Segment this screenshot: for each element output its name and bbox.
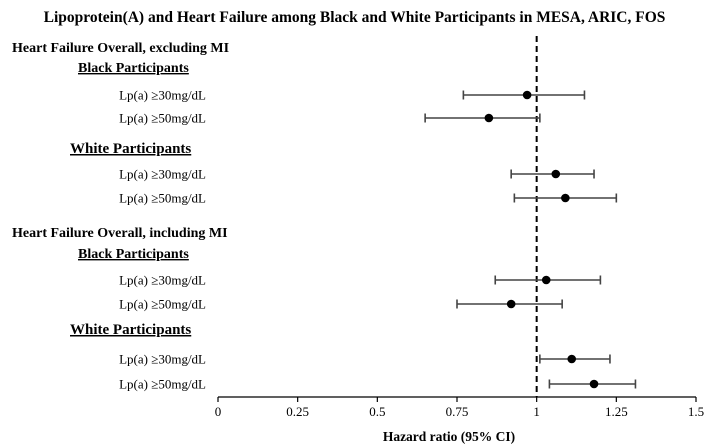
row-label: Lp(a) ≥30mg/dL [119,88,206,103]
row-label: Lp(a) ≥50mg/dL [119,297,206,312]
hr-point [551,169,561,179]
x-tick-label: 0.25 [286,404,309,419]
hr-point [506,299,516,309]
x-tick-label: 0 [215,404,222,419]
x-tick-label: 1 [533,404,540,419]
group-label: Heart Failure Overall, including MI [12,226,228,241]
hr-point [589,379,599,389]
group-label: Heart Failure Overall, excluding MI [12,41,229,56]
hr-point [484,113,494,123]
subgroup-label: White Participants [70,141,191,157]
x-tick-label: 1.25 [605,404,628,419]
chart-title: Lipoprotein(A) and Heart Failure among B… [44,9,666,26]
hr-point [541,275,551,285]
row-label: Lp(a) ≥50mg/dL [119,191,206,206]
x-tick-label: 1.5 [688,404,704,419]
subgroup-label: Black Participants [78,61,189,76]
hr-point [561,193,570,203]
row-label: Lp(a) ≥30mg/dL [119,273,206,288]
row-label: Lp(a) ≥30mg/dL [119,167,206,182]
subgroup-label: Black Participants [78,247,189,262]
x-axis-label: Hazard ratio (95% CI) [383,429,515,444]
subgroup-label: White Participants [70,322,191,338]
hr-point [522,90,532,100]
x-tick-label: 0.75 [446,404,469,419]
row-label: Lp(a) ≥50mg/dL [119,111,206,126]
x-tick-label: 0.5 [369,404,385,419]
row-label: Lp(a) ≥50mg/dL [119,377,206,392]
hr-point [567,354,577,364]
row-label: Lp(a) ≥30mg/dL [119,352,206,367]
